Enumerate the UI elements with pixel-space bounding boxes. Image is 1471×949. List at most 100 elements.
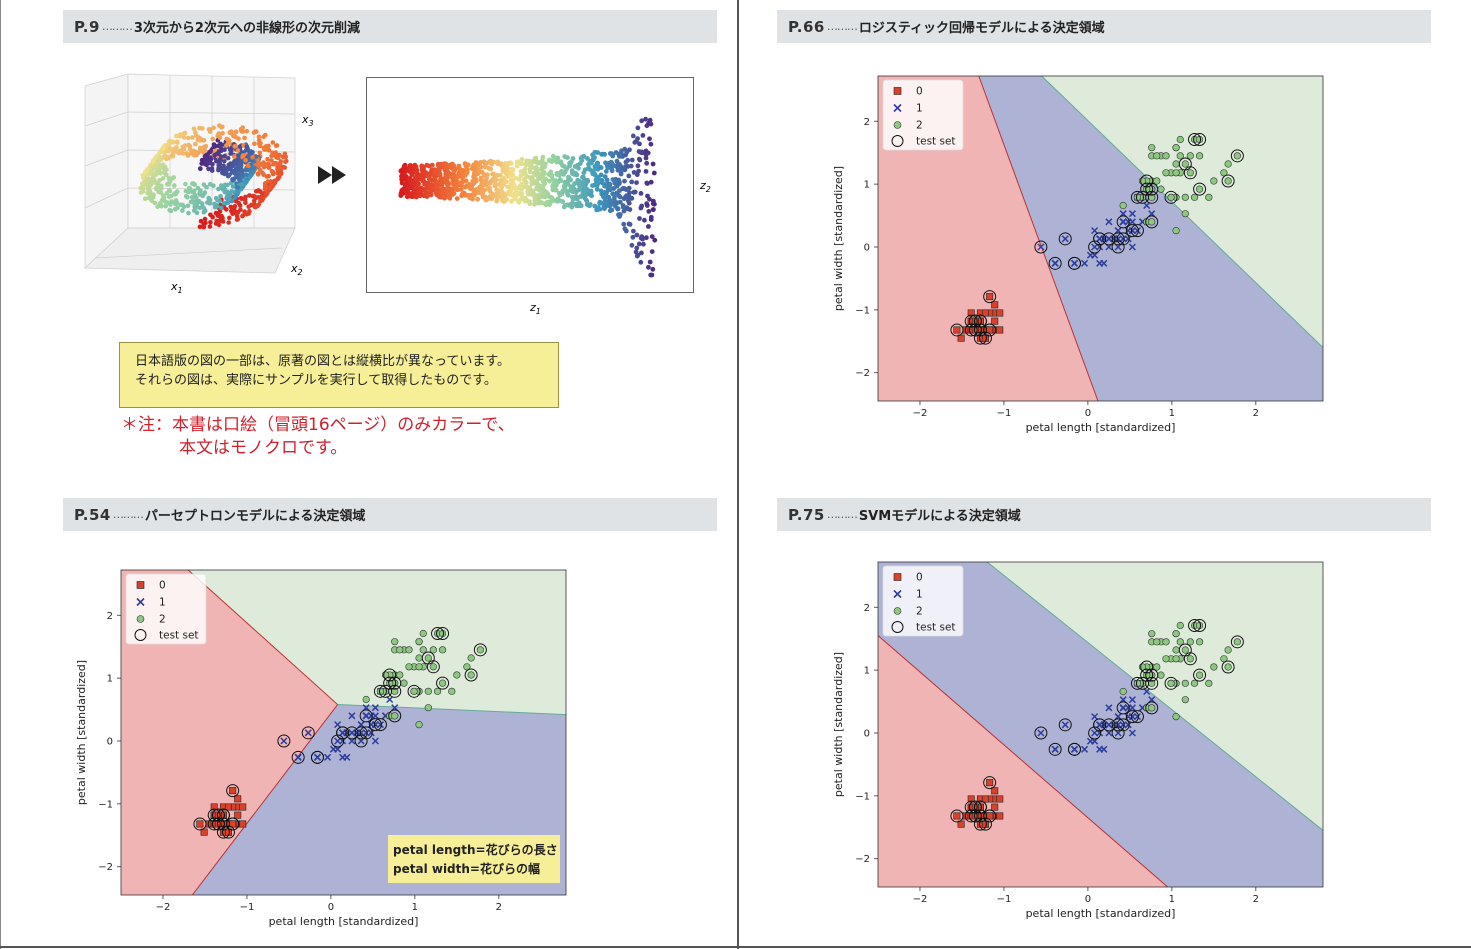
unrolled-point (566, 175, 572, 181)
point-test (388, 709, 402, 723)
point-class0 (196, 820, 204, 828)
legend-entry: test set (916, 622, 956, 634)
unrolled-point (641, 241, 646, 247)
unrolled-point (575, 203, 581, 209)
roll-point (186, 210, 191, 216)
point-class1 (343, 729, 351, 737)
point-test (436, 676, 450, 690)
point-class2 (467, 671, 475, 679)
roll-point (233, 134, 238, 140)
point-test (1230, 149, 1244, 163)
point-test (1145, 676, 1159, 690)
point-test (211, 817, 225, 831)
roll-point (224, 136, 230, 142)
unrolled-point (407, 164, 413, 170)
roll-point (175, 189, 180, 194)
point-class2 (415, 663, 423, 671)
legend: 0 1 2 test set (882, 565, 964, 637)
point-class1 (1091, 713, 1099, 721)
unrolled-point (471, 177, 477, 182)
unrolled-point (643, 169, 649, 174)
point-class0 (986, 293, 994, 301)
y-tick-label: 2 (864, 603, 870, 614)
unrolled-point (561, 204, 567, 210)
unrolled-point (402, 164, 407, 170)
roll-point (198, 188, 203, 193)
y-tick-label: 0 (864, 728, 870, 739)
unrolled-point (527, 199, 532, 205)
point-test (473, 643, 487, 657)
point-class1 (1105, 704, 1113, 712)
roll-point (226, 196, 231, 202)
roll-point (243, 200, 248, 206)
roll-point (208, 149, 213, 154)
roll-point (245, 163, 251, 169)
unrolled-point (635, 125, 641, 131)
axis-ticks: −2 −1 0 1 2 −2 −1 0 1 2 (98, 611, 502, 913)
unrolled-point (512, 196, 518, 202)
point-test (388, 684, 402, 698)
roll-point (260, 191, 265, 196)
point-class2 (1181, 160, 1189, 168)
point-test (1188, 132, 1202, 146)
unrolled-point (562, 169, 568, 175)
unrolled-point (590, 183, 595, 188)
point-test (1130, 710, 1144, 724)
unrolled-point (479, 188, 485, 193)
point-test (291, 750, 305, 764)
unrolled-point (558, 178, 564, 184)
point-class1 (334, 721, 342, 729)
page-divider (737, 0, 739, 949)
point-test (345, 726, 359, 740)
legend-entry: 2 (159, 614, 166, 626)
roll-point (251, 198, 257, 204)
roll-point (263, 185, 268, 190)
unrolled-point (416, 181, 421, 187)
point-test (1183, 166, 1197, 180)
roll-point (185, 203, 191, 209)
unrolled-point (635, 252, 641, 258)
roll-point (196, 135, 201, 140)
unrolled-point (600, 151, 606, 157)
axis-ticks: −2 −1 0 1 2 −2 −1 0 1 2 (855, 117, 1259, 419)
point-class2 (1176, 638, 1184, 646)
y-tick-label: 0 (864, 242, 870, 253)
plot-frame (120, 569, 567, 896)
unrolled-point (635, 136, 640, 141)
roll-point (184, 151, 190, 156)
unrolled-point (617, 212, 623, 217)
unrolled-point (478, 164, 484, 170)
roll-point (178, 202, 184, 207)
roll-point (218, 154, 224, 159)
unrolled-point (631, 189, 637, 195)
point-class2 (1172, 630, 1180, 638)
data-points (950, 132, 1244, 345)
roll-point (217, 157, 223, 163)
note-box: 日本語版の図の一部は、原著の図とは縦横比が異なっています。 それらの図は、実際に… (119, 342, 559, 408)
unrolled-point (565, 181, 571, 187)
roll-point (244, 128, 250, 134)
point-class2 (1181, 193, 1189, 201)
translation-box: petal length=花びらの長さ petal width=花びらの幅 (388, 835, 560, 883)
point-test (1145, 215, 1159, 229)
unrolled-point (577, 161, 583, 166)
point-class1 (1124, 713, 1132, 721)
roll-point (175, 140, 180, 145)
unrolled-point (602, 174, 608, 179)
roll-point (158, 155, 163, 161)
point-class2 (1181, 210, 1189, 218)
unrolled-point (648, 214, 654, 220)
unrolled-point (499, 189, 505, 195)
x-tick-label: 1 (1169, 894, 1175, 905)
unrolled-point (621, 221, 627, 227)
unrolled-point (547, 178, 552, 184)
unrolled-point (565, 192, 571, 198)
roll-point (244, 172, 249, 178)
point-class1 (329, 745, 337, 753)
unrolled-point (421, 165, 426, 171)
roll-point (210, 214, 215, 220)
point-test (1111, 240, 1125, 254)
unrolled-point (542, 164, 547, 170)
point-class0 (210, 803, 218, 811)
unrolled-point (510, 193, 516, 199)
